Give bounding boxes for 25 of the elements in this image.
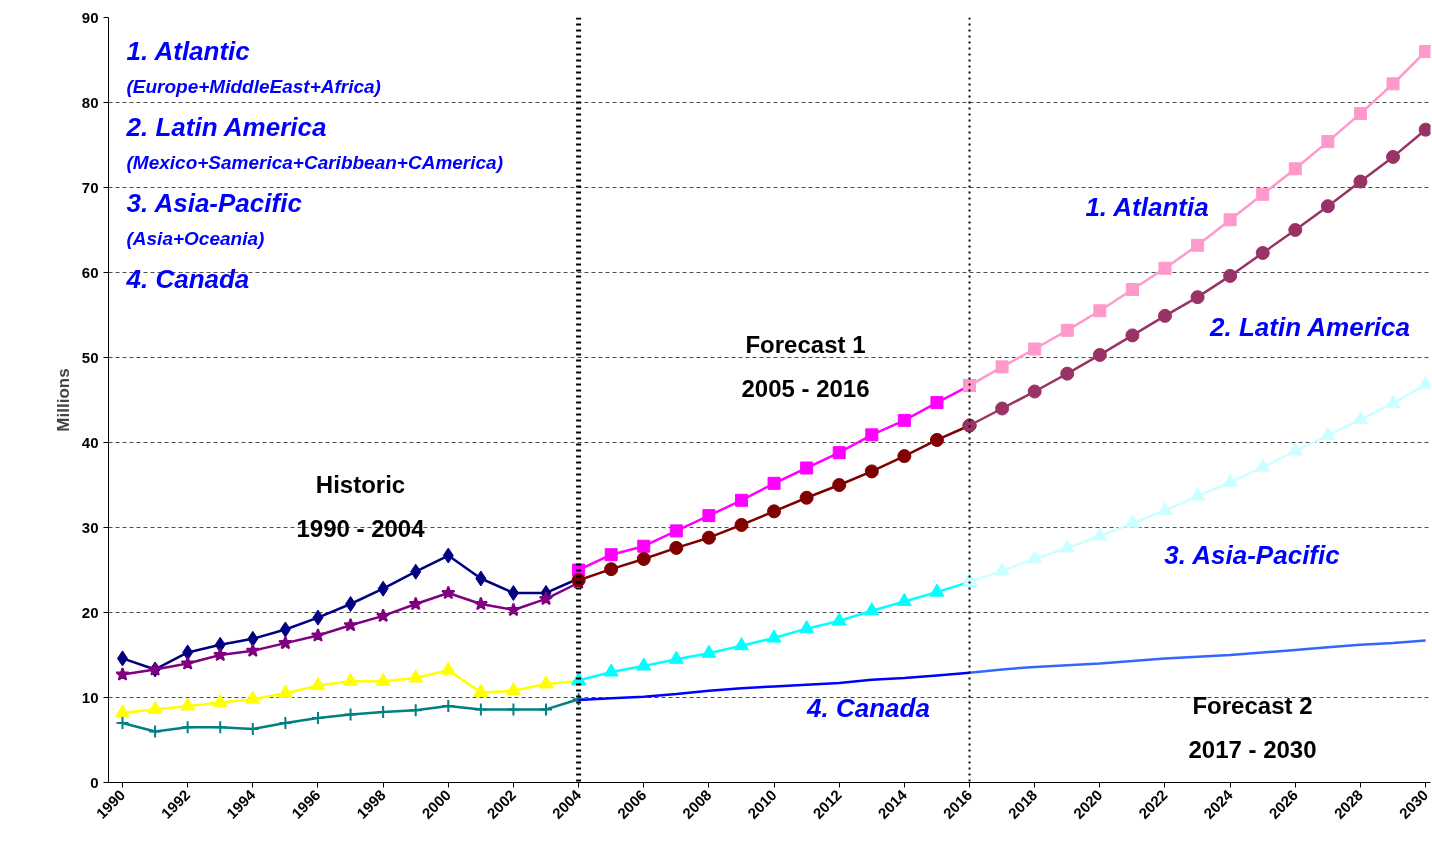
y-tick-label: 50 — [81, 348, 99, 366]
annotation: 4. Canada — [806, 692, 930, 723]
annotation: Forecast 2 2017 - 2030 — [1188, 692, 1317, 763]
y-tick-label: 30 — [81, 518, 99, 536]
y-tick-label: 20 — [81, 603, 99, 621]
annotation: (Mexico+Samerica+Caribbean+CAmerica) — [126, 151, 503, 173]
annotation: (Europe+MiddleEast+Africa) — [126, 75, 381, 97]
annotation: 1. Atlantia — [1085, 191, 1209, 222]
y-tick-label: 0 — [90, 773, 99, 791]
annotation: 3. Asia-Pacific — [1164, 539, 1341, 570]
annotation: 3. Asia-Pacific — [126, 187, 303, 218]
y-tick-label: 40 — [81, 433, 99, 451]
annotation: 2. Latin America — [1209, 311, 1410, 342]
y-tick-label: 90 — [81, 8, 99, 26]
annotation: Forecast 1 2005 - 2016 — [741, 331, 870, 402]
y-tick-label: 80 — [81, 93, 99, 111]
annotation: 1. Atlantic — [126, 35, 251, 66]
annotation: 4. Canada — [125, 263, 250, 294]
y-tick-label: 70 — [81, 178, 99, 196]
annotation: (Asia+Oceania) — [126, 227, 265, 249]
y-tick-label: 60 — [81, 263, 99, 281]
annotation: 2. Latin America — [125, 111, 327, 142]
y-tick-label: 10 — [81, 688, 99, 706]
annotation: Historic 1990 - 2004 — [296, 471, 426, 542]
y-axis-title: Millions — [53, 368, 73, 432]
